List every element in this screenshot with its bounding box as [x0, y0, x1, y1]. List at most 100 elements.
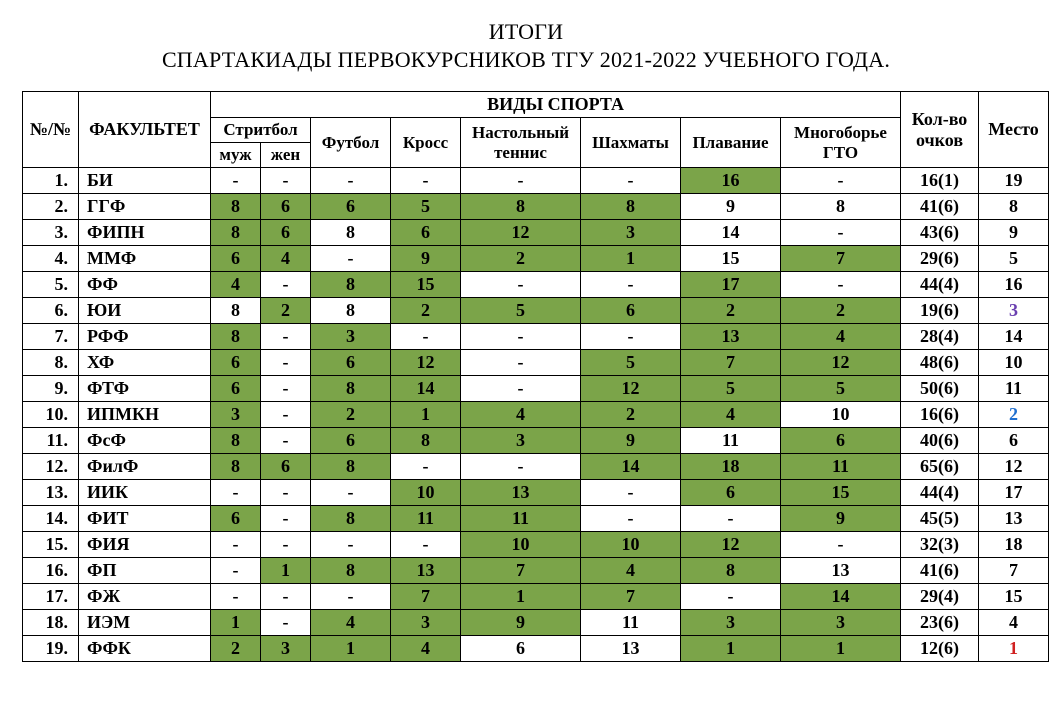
- header-tennis: Настольный теннис: [461, 118, 581, 168]
- score-cell: -: [261, 480, 311, 506]
- score-cell: 4: [581, 558, 681, 584]
- score-cell: 10: [391, 480, 461, 506]
- points-cell: 44(4): [901, 272, 979, 298]
- place-cell: 7: [979, 558, 1049, 584]
- points-cell: 29(4): [901, 584, 979, 610]
- score-cell: 4: [391, 636, 461, 662]
- table-row: 18.ИЭМ1-439113323(6)4: [23, 610, 1049, 636]
- score-cell: -: [311, 480, 391, 506]
- score-cell: 6: [261, 454, 311, 480]
- score-cell: 4: [681, 402, 781, 428]
- score-cell: 14: [781, 584, 901, 610]
- place-cell: 4: [979, 610, 1049, 636]
- faculty-name: ММФ: [79, 246, 211, 272]
- score-cell: 2: [581, 402, 681, 428]
- score-cell: 8: [391, 428, 461, 454]
- score-cell: 3: [461, 428, 581, 454]
- score-cell: 3: [261, 636, 311, 662]
- table-row: 4.ММФ64-92115729(6)5: [23, 246, 1049, 272]
- score-cell: 3: [211, 402, 261, 428]
- faculty-name: ФсФ: [79, 428, 211, 454]
- score-cell: 1: [261, 558, 311, 584]
- row-number: 7.: [23, 324, 79, 350]
- place-cell: 6: [979, 428, 1049, 454]
- header-number: №/№: [23, 92, 79, 168]
- table-row: 14.ФИТ6-81111--945(5)13: [23, 506, 1049, 532]
- row-number: 13.: [23, 480, 79, 506]
- score-cell: 1: [311, 636, 391, 662]
- score-cell: 13: [391, 558, 461, 584]
- place-cell: 1: [979, 636, 1049, 662]
- score-cell: 4: [781, 324, 901, 350]
- score-cell: 1: [211, 610, 261, 636]
- header-cross: Кросс: [391, 118, 461, 168]
- faculty-name: ИИК: [79, 480, 211, 506]
- header-gto: Многоборье ГТО: [781, 118, 901, 168]
- score-cell: 3: [311, 324, 391, 350]
- score-cell: 11: [391, 506, 461, 532]
- place-cell: 2: [979, 402, 1049, 428]
- table-row: 6.ЮИ8282562219(6)3: [23, 298, 1049, 324]
- table-row: 10.ИПМКН3-214241016(6)2: [23, 402, 1049, 428]
- score-cell: 10: [781, 402, 901, 428]
- score-cell: -: [581, 168, 681, 194]
- faculty-name: РФФ: [79, 324, 211, 350]
- table-head: №/№ ФАКУЛЬТЕТ ВИДЫ СПОРТА Кол-во очков М…: [23, 92, 1049, 168]
- score-cell: 6: [681, 480, 781, 506]
- score-cell: 3: [391, 610, 461, 636]
- table-row: 19.ФФК23146131112(6)1: [23, 636, 1049, 662]
- points-cell: 23(6): [901, 610, 979, 636]
- table-row: 16.ФП-18137481341(6)7: [23, 558, 1049, 584]
- score-cell: 2: [211, 636, 261, 662]
- score-cell: 2: [681, 298, 781, 324]
- table-row: 12.ФилФ868--14181165(6)12: [23, 454, 1049, 480]
- header-sports-group: ВИДЫ СПОРТА: [211, 92, 901, 118]
- table-row: 17.ФЖ---717-1429(4)15: [23, 584, 1049, 610]
- score-cell: 1: [681, 636, 781, 662]
- place-cell: 12: [979, 454, 1049, 480]
- score-cell: -: [461, 168, 581, 194]
- score-cell: -: [461, 376, 581, 402]
- score-cell: -: [781, 532, 901, 558]
- score-cell: 9: [391, 246, 461, 272]
- score-cell: 2: [391, 298, 461, 324]
- score-cell: -: [781, 168, 901, 194]
- score-cell: 13: [681, 324, 781, 350]
- points-cell: 32(3): [901, 532, 979, 558]
- table-row: 11.ФсФ8-683911640(6)6: [23, 428, 1049, 454]
- score-cell: 14: [391, 376, 461, 402]
- table-row: 2.ГГФ8665889841(6)8: [23, 194, 1049, 220]
- score-cell: 6: [311, 428, 391, 454]
- table-body: 1.БИ------16-16(1)192.ГГФ8665889841(6)83…: [23, 168, 1049, 662]
- header-points: Кол-во очков: [901, 92, 979, 168]
- score-cell: 6: [461, 636, 581, 662]
- points-cell: 28(4): [901, 324, 979, 350]
- score-cell: 1: [461, 584, 581, 610]
- score-cell: 2: [261, 298, 311, 324]
- score-cell: 7: [681, 350, 781, 376]
- score-cell: -: [261, 350, 311, 376]
- score-cell: 9: [781, 506, 901, 532]
- score-cell: 7: [581, 584, 681, 610]
- table-row: 9.ФТФ6-814-125550(6)11: [23, 376, 1049, 402]
- points-cell: 48(6): [901, 350, 979, 376]
- score-cell: 1: [581, 246, 681, 272]
- score-cell: 12: [391, 350, 461, 376]
- score-cell: -: [261, 584, 311, 610]
- score-cell: -: [311, 532, 391, 558]
- score-cell: 2: [311, 402, 391, 428]
- header-streetball-f: жен: [261, 143, 311, 168]
- row-number: 15.: [23, 532, 79, 558]
- score-cell: 6: [211, 506, 261, 532]
- score-cell: 11: [461, 506, 581, 532]
- row-number: 9.: [23, 376, 79, 402]
- score-cell: 6: [211, 350, 261, 376]
- score-cell: 8: [311, 272, 391, 298]
- score-cell: -: [261, 272, 311, 298]
- score-cell: -: [581, 480, 681, 506]
- faculty-name: ФФК: [79, 636, 211, 662]
- row-number: 10.: [23, 402, 79, 428]
- score-cell: 3: [781, 610, 901, 636]
- score-cell: 7: [391, 584, 461, 610]
- score-cell: 6: [311, 194, 391, 220]
